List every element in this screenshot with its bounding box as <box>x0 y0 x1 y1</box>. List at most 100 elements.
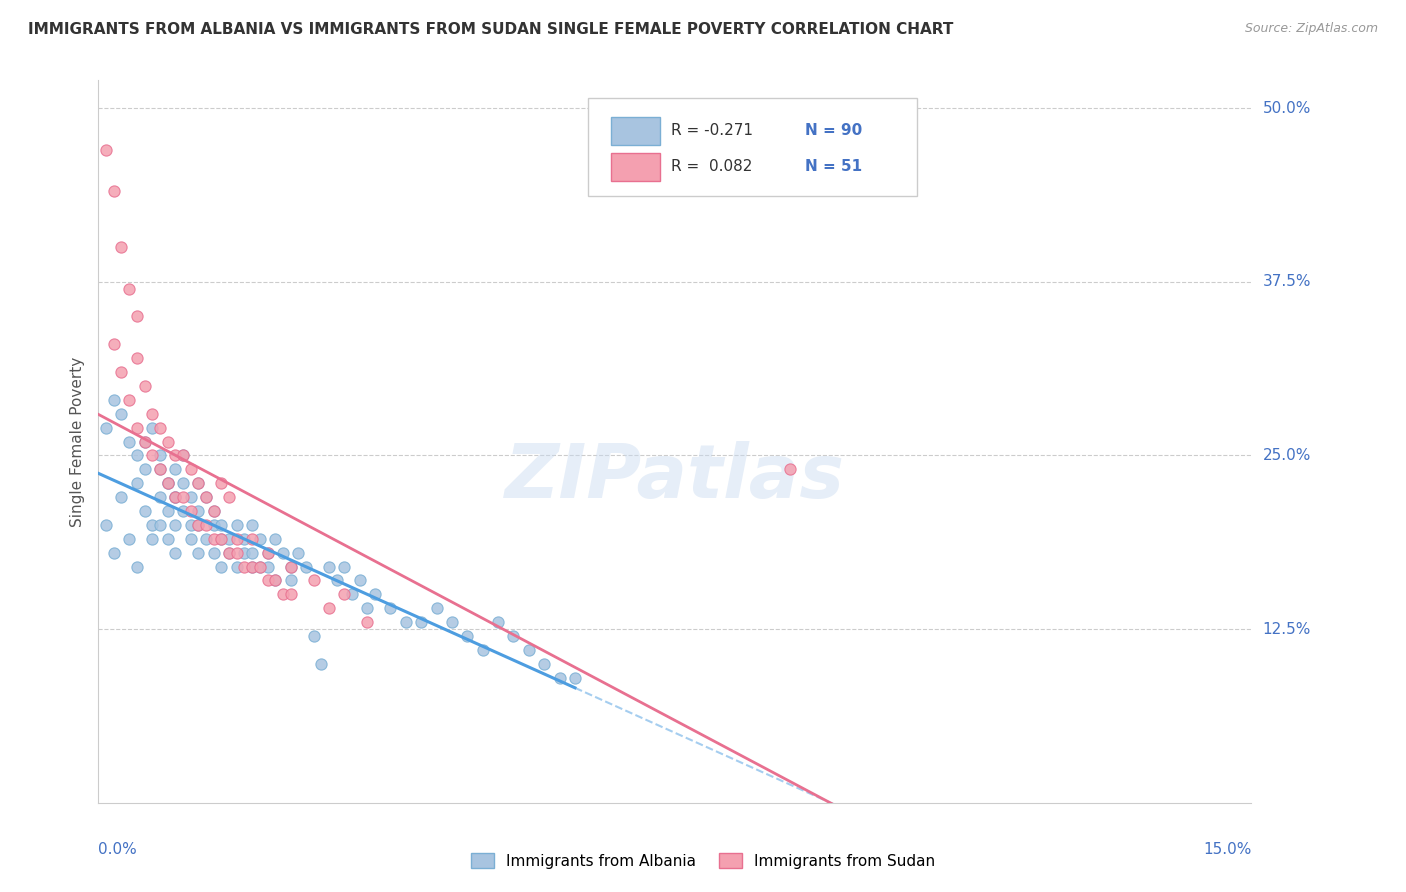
Legend: Immigrants from Albania, Immigrants from Sudan: Immigrants from Albania, Immigrants from… <box>465 847 941 875</box>
Point <box>340 587 363 601</box>
Point <box>187 476 209 491</box>
Point <box>149 490 172 504</box>
Point <box>156 532 179 546</box>
Point <box>134 504 156 518</box>
Point <box>134 434 156 449</box>
Point <box>333 587 356 601</box>
Point <box>134 434 156 449</box>
Point <box>195 490 218 504</box>
Point <box>209 532 232 546</box>
Point <box>141 449 163 463</box>
Point <box>256 546 278 560</box>
Point <box>94 143 117 157</box>
Text: N = 51: N = 51 <box>806 160 862 175</box>
Point <box>280 559 302 574</box>
Point <box>225 532 247 546</box>
Point <box>311 657 333 671</box>
Point <box>180 532 202 546</box>
Text: R = -0.271: R = -0.271 <box>672 123 754 138</box>
Point <box>195 532 218 546</box>
Point <box>218 546 240 560</box>
Point <box>172 490 194 504</box>
Point <box>318 559 340 574</box>
Point <box>103 185 125 199</box>
Point <box>256 559 278 574</box>
Point <box>256 546 278 560</box>
Point <box>218 532 240 546</box>
Point <box>225 517 247 532</box>
Point <box>141 407 163 421</box>
Point <box>233 559 256 574</box>
Point <box>180 490 202 504</box>
Point <box>380 601 402 615</box>
Point <box>271 587 294 601</box>
Point <box>471 643 494 657</box>
Point <box>280 587 302 601</box>
Point <box>225 559 247 574</box>
Point <box>94 420 117 434</box>
Point <box>187 504 209 518</box>
Point <box>118 282 141 296</box>
Point <box>187 517 209 532</box>
Y-axis label: Single Female Poverty: Single Female Poverty <box>69 357 84 526</box>
Point <box>195 517 218 532</box>
Point <box>325 574 347 588</box>
Point <box>172 476 194 491</box>
Point <box>356 601 378 615</box>
Point <box>271 546 294 560</box>
Point <box>149 462 172 476</box>
Point <box>125 476 148 491</box>
Point <box>564 671 586 685</box>
Point <box>233 546 256 560</box>
Point <box>202 517 225 532</box>
Point <box>125 310 148 324</box>
Point <box>156 476 179 491</box>
Point <box>209 476 232 491</box>
Point <box>165 490 187 504</box>
Point <box>209 559 232 574</box>
Point <box>156 476 179 491</box>
Point <box>165 462 187 476</box>
Point <box>548 671 571 685</box>
Point <box>165 449 187 463</box>
Point <box>240 546 263 560</box>
Point <box>156 434 179 449</box>
Point <box>264 574 287 588</box>
Point <box>141 517 163 532</box>
Point <box>456 629 478 643</box>
Point <box>533 657 555 671</box>
Point <box>103 392 125 407</box>
Point <box>249 532 271 546</box>
Point <box>218 546 240 560</box>
FancyBboxPatch shape <box>612 117 659 145</box>
Point <box>364 587 387 601</box>
Point <box>165 490 187 504</box>
Point <box>517 643 540 657</box>
Point <box>118 434 141 449</box>
Point <box>103 546 125 560</box>
Point <box>165 490 187 504</box>
Point <box>134 462 156 476</box>
Point <box>141 420 163 434</box>
Point <box>180 462 202 476</box>
Point <box>349 574 371 588</box>
Point <box>149 462 172 476</box>
Point <box>141 532 163 546</box>
Point <box>187 546 209 560</box>
Point <box>240 517 263 532</box>
Point <box>149 420 172 434</box>
Point <box>125 351 148 366</box>
Text: 0.0%: 0.0% <box>98 842 138 856</box>
Point <box>110 407 132 421</box>
Point <box>156 476 179 491</box>
Point <box>240 559 263 574</box>
Point <box>125 559 148 574</box>
Point <box>172 504 194 518</box>
Point <box>94 517 117 532</box>
Point <box>356 615 378 630</box>
FancyBboxPatch shape <box>589 98 917 196</box>
Point <box>395 615 418 630</box>
Point <box>202 546 225 560</box>
Point <box>134 379 156 393</box>
Point <box>187 476 209 491</box>
